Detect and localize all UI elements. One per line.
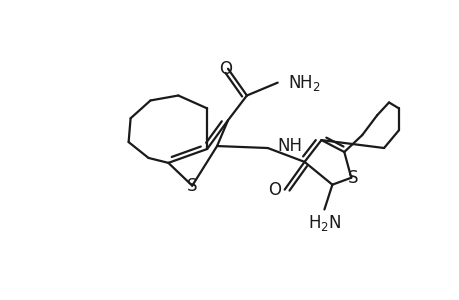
- Text: NH: NH: [277, 137, 302, 155]
- Text: O: O: [219, 60, 232, 78]
- Text: S: S: [347, 169, 358, 187]
- Text: H$_2$N: H$_2$N: [307, 213, 341, 233]
- Text: O: O: [268, 181, 280, 199]
- Text: NH$_2$: NH$_2$: [287, 73, 319, 93]
- Text: S: S: [186, 177, 197, 195]
